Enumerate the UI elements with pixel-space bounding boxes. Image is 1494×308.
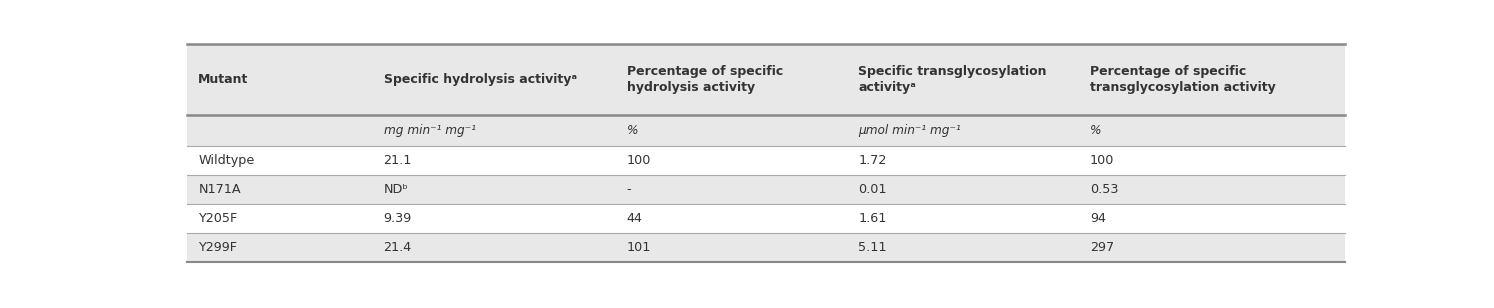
- Text: 100: 100: [627, 154, 651, 167]
- Text: NDᵇ: NDᵇ: [384, 183, 408, 196]
- Bar: [187, 204, 1345, 233]
- Text: 21.4: 21.4: [384, 241, 412, 254]
- Text: Percentage of specific
transglycosylation activity: Percentage of specific transglycosylatio…: [1091, 65, 1276, 94]
- Text: Wildtype: Wildtype: [199, 154, 254, 167]
- Text: %: %: [627, 124, 638, 137]
- Text: Mutant: Mutant: [199, 73, 248, 86]
- Text: mg min⁻¹ mg⁻¹: mg min⁻¹ mg⁻¹: [384, 124, 475, 137]
- Text: 9.39: 9.39: [384, 212, 412, 225]
- Bar: [187, 115, 1345, 146]
- Text: 44: 44: [627, 212, 642, 225]
- Text: Specific transglycosylation
activityᵃ: Specific transglycosylation activityᵃ: [858, 65, 1047, 94]
- Bar: [187, 44, 1345, 115]
- Text: 1.61: 1.61: [858, 212, 886, 225]
- Text: Y299F: Y299F: [199, 241, 238, 254]
- Text: 94: 94: [1091, 212, 1106, 225]
- Text: %: %: [1091, 124, 1101, 137]
- Text: 1.72: 1.72: [858, 154, 886, 167]
- Text: -: -: [627, 183, 632, 196]
- Text: Percentage of specific
hydrolysis activity: Percentage of specific hydrolysis activi…: [627, 65, 783, 94]
- Bar: [187, 233, 1345, 262]
- Text: 100: 100: [1091, 154, 1115, 167]
- Text: 101: 101: [627, 241, 651, 254]
- Text: 0.53: 0.53: [1091, 183, 1119, 196]
- Text: 21.1: 21.1: [384, 154, 412, 167]
- Text: Y205F: Y205F: [199, 212, 238, 225]
- Text: 297: 297: [1091, 241, 1115, 254]
- Bar: [187, 175, 1345, 204]
- Text: Specific hydrolysis activityᵃ: Specific hydrolysis activityᵃ: [384, 73, 577, 86]
- Text: 0.01: 0.01: [858, 183, 887, 196]
- Text: μmol min⁻¹ mg⁻¹: μmol min⁻¹ mg⁻¹: [858, 124, 961, 137]
- Bar: [187, 146, 1345, 175]
- Text: N171A: N171A: [199, 183, 241, 196]
- Text: 5.11: 5.11: [858, 241, 887, 254]
